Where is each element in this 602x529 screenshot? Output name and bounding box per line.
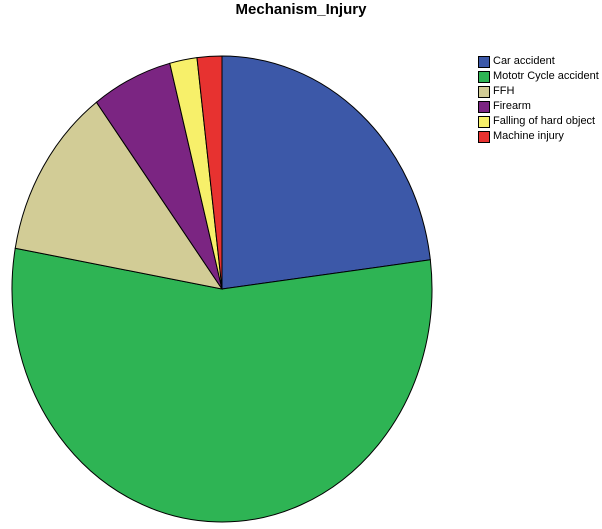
legend-item-ffh: FFH xyxy=(478,84,599,99)
legend-swatch-icon xyxy=(478,115,490,128)
legend-swatch-icon xyxy=(478,100,490,113)
legend-label: FFH xyxy=(493,85,515,97)
pie-slices xyxy=(11,55,433,523)
pie-slice-machine-injury xyxy=(196,55,223,290)
legend-item-mototr-cycle-accident: Mototr Cycle accident xyxy=(478,69,599,84)
pie-slice-car-accident xyxy=(221,55,431,290)
legend-swatch-icon xyxy=(478,55,490,68)
legend-label: Mototr Cycle accident xyxy=(493,70,599,82)
legend: Car accident Mototr Cycle accident FFH F… xyxy=(478,54,599,144)
pie-slice-mototr-cycle-accident xyxy=(11,247,433,523)
legend-swatch-icon xyxy=(478,130,490,143)
legend-item-car-accident: Car accident xyxy=(478,54,599,69)
legend-item-machine-injury: Machine injury xyxy=(478,129,599,144)
legend-label: Falling of hard object xyxy=(493,115,596,127)
legend-swatch-icon xyxy=(478,85,490,98)
legend-label: Machine injury xyxy=(493,130,564,142)
pie-slice-ffh xyxy=(14,101,224,290)
chart-title: Mechanism_Injury xyxy=(235,1,367,18)
legend-item-firearm: Firearm xyxy=(478,99,599,114)
legend-label: Car accident xyxy=(493,55,555,67)
legend-item-falling-of-hard-object: Falling of hard object xyxy=(478,114,599,129)
legend-swatch-icon xyxy=(478,70,490,83)
legend-label: Firearm xyxy=(493,100,531,112)
